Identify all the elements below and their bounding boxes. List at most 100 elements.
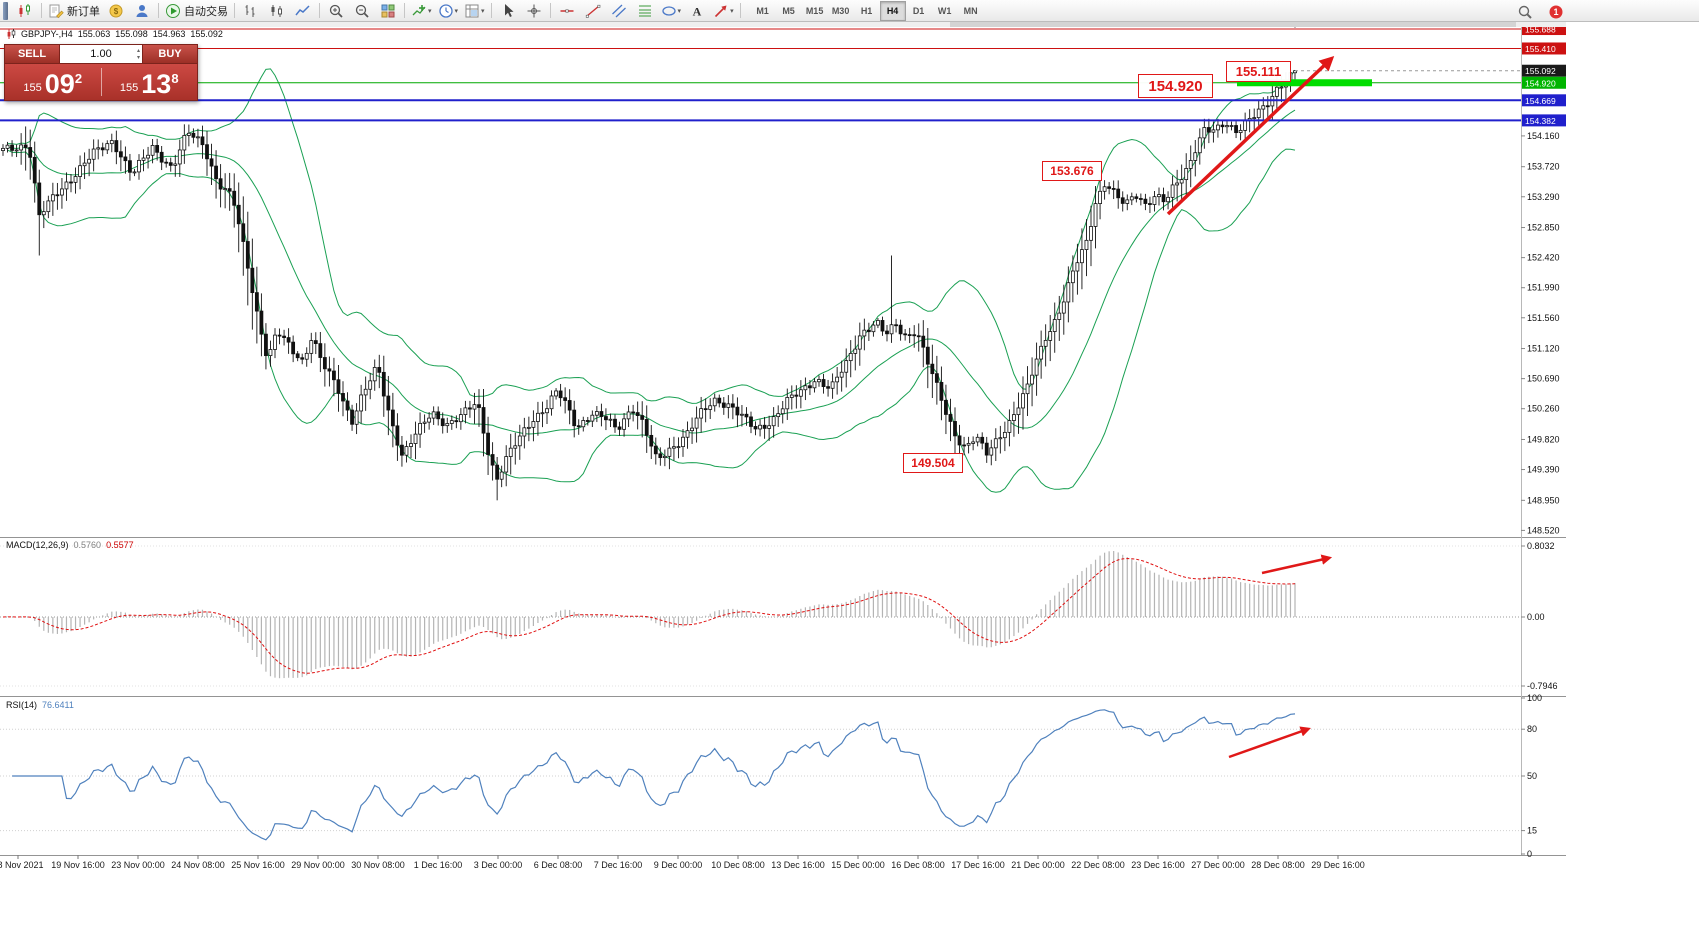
text-button[interactable]: A bbox=[684, 0, 710, 22]
buy-button[interactable]: BUY bbox=[142, 44, 198, 64]
price-label-149504[interactable]: 149.504 bbox=[903, 453, 963, 473]
time-axis-label: 17 Dec 16:00 bbox=[951, 860, 1005, 870]
trend-arrow-rsi[interactable] bbox=[1228, 726, 1311, 759]
price-label-155111[interactable]: 155.111 bbox=[1226, 61, 1291, 82]
toolbar-right: 1 bbox=[1512, 1, 1569, 23]
zoom-out-button[interactable] bbox=[349, 0, 375, 22]
bar-chart-button[interactable] bbox=[238, 0, 264, 22]
price-marker-box bbox=[1522, 42, 1566, 55]
rsi-axis: 100 80 50 15 0 bbox=[1521, 693, 1542, 859]
price-scale-label: 148.950 bbox=[1527, 495, 1560, 505]
svg-text:15: 15 bbox=[1527, 826, 1537, 836]
rsi-line bbox=[12, 709, 1296, 841]
timeframe-m5[interactable]: M5 bbox=[782, 5, 795, 16]
price-marker-value: 154.920 bbox=[1525, 78, 1556, 88]
arrows-button[interactable]: ▾ bbox=[710, 0, 737, 22]
price-scale-label: 150.690 bbox=[1527, 374, 1560, 384]
search-button[interactable] bbox=[1512, 1, 1538, 23]
time-axis[interactable]: 18 Nov 2021 19 Nov 16:00 23 Nov 00:00 24 No… bbox=[0, 855, 1365, 870]
timeframe-h1[interactable]: H1 bbox=[860, 5, 873, 16]
buy-price[interactable]: 155 13 8 bbox=[102, 64, 198, 100]
chevron-down-icon: ▾ bbox=[454, 7, 459, 15]
timeframe-mn[interactable]: MN bbox=[963, 5, 978, 16]
spinner-down-icon[interactable]: ▾ bbox=[136, 55, 140, 61]
ohlc-high: 155.098 bbox=[115, 29, 148, 39]
chart-area: 154.160 153.720 153.290 152.850 152.420 151.9… bbox=[0, 22, 1699, 942]
candle-chart-button[interactable] bbox=[264, 0, 290, 22]
fibonacci-icon bbox=[637, 3, 653, 19]
spinner-up-icon[interactable]: ▴ bbox=[136, 48, 140, 54]
rsi-value: 76.6411 bbox=[42, 700, 74, 710]
volume-value[interactable]: 1.00 bbox=[90, 48, 112, 60]
sell-price-base: 155 bbox=[23, 82, 42, 94]
market-watch-button[interactable]: $ bbox=[103, 0, 129, 22]
notifications-badge-icon: 1 bbox=[1548, 4, 1564, 20]
rsi-label: RSI(14) 76.6411 bbox=[6, 700, 74, 710]
price-marker-value: 155.410 bbox=[1525, 44, 1556, 54]
time-axis-label: 21 Dec 00:00 bbox=[1011, 860, 1065, 870]
channel-icon bbox=[611, 3, 627, 19]
periods-button[interactable]: ▾ bbox=[435, 0, 462, 22]
ohlc-low: 154.963 bbox=[152, 29, 186, 39]
trend-arrow-macd[interactable] bbox=[1261, 554, 1333, 575]
volume-spinner-arrows[interactable]: ▴ ▾ bbox=[137, 48, 140, 62]
hline-button[interactable] bbox=[554, 0, 580, 22]
search-button-icon bbox=[1517, 4, 1533, 20]
timeframe-d1[interactable]: D1 bbox=[912, 5, 925, 16]
trendline-button[interactable] bbox=[580, 0, 606, 22]
templates-button[interactable]: ▾ bbox=[461, 0, 488, 22]
price-scale-label: 154.160 bbox=[1527, 131, 1560, 141]
timeframe-w1[interactable]: W1 bbox=[937, 5, 952, 16]
new-order-button[interactable]: 新订单 bbox=[45, 0, 103, 22]
macd-signal-value: 0.5577 bbox=[106, 540, 134, 550]
indicator-level-lines bbox=[0, 545, 1521, 832]
time-axis-label: 28 Dec 08:00 bbox=[1251, 860, 1305, 870]
timeframe-h4[interactable]: H4 bbox=[879, 0, 906, 21]
toolbar: 新订单 $ 自动交易 ▾ ▾ ▾ ▾ A ▾ M1 M5 M15 M30 H1 H4 D1 W1 MN 1 bbox=[0, 0, 1699, 22]
cursor-button[interactable] bbox=[495, 0, 521, 22]
indicators-button[interactable]: ▾ bbox=[408, 0, 435, 22]
price-marker-value: 154.669 bbox=[1525, 96, 1556, 106]
shapes-button[interactable]: ▾ bbox=[658, 0, 685, 22]
data-window-button[interactable] bbox=[129, 0, 155, 22]
ohlc-open: 155.063 bbox=[77, 29, 111, 39]
bar-chart-icon bbox=[243, 3, 259, 19]
bollinger-middle bbox=[7, 109, 1296, 435]
timeframe-m15[interactable]: M15 bbox=[805, 5, 824, 16]
chevron-down-icon: ▾ bbox=[677, 7, 682, 15]
trend-arrow-price[interactable] bbox=[1166, 55, 1335, 216]
templates-icon bbox=[464, 3, 480, 19]
timeframe-m30[interactable]: M30 bbox=[831, 5, 850, 16]
price-label-153676[interactable]: 153.676 bbox=[1042, 161, 1102, 181]
notifications-badge[interactable]: 1 bbox=[1543, 1, 1569, 23]
zoom-in-button[interactable] bbox=[323, 0, 349, 22]
buy-price-base: 155 bbox=[119, 82, 139, 94]
macd-label: MACD(12,26,9) 0.5760 0.5577 bbox=[6, 540, 134, 550]
line-chart-button[interactable] bbox=[290, 0, 316, 22]
channel-button[interactable] bbox=[606, 0, 632, 22]
crosshair-button[interactable] bbox=[521, 0, 547, 22]
tile-windows-button[interactable] bbox=[375, 0, 401, 22]
hscrollbar-handle[interactable] bbox=[950, 22, 1516, 27]
price-marker-box bbox=[1522, 64, 1566, 77]
line-chart-icon bbox=[295, 3, 311, 19]
toolbar-drag-handle[interactable] bbox=[3, 1, 8, 20]
chart-hscrollbar[interactable] bbox=[0, 22, 1566, 27]
sell-button[interactable]: SELL bbox=[4, 44, 60, 64]
sell-price[interactable]: 155 09 2 bbox=[5, 64, 101, 100]
price-scale-label: 153.290 bbox=[1527, 192, 1560, 202]
timeframe-m1[interactable]: M1 bbox=[756, 5, 769, 16]
chart-canvas[interactable]: 154.160 153.720 153.290 152.850 152.420 151.9… bbox=[0, 22, 1699, 942]
sell-price-pips: 09 bbox=[44, 69, 75, 99]
price-marker-value: 155.092 bbox=[1525, 66, 1556, 76]
ohlc-close: 155.092 bbox=[190, 29, 223, 39]
fibonacci-button[interactable] bbox=[632, 0, 658, 22]
volume-stepper[interactable]: 1.00 ▴ ▾ bbox=[60, 44, 142, 64]
autotrade-button[interactable]: 自动交易 bbox=[162, 0, 231, 22]
price-label-154920[interactable]: 154.920 bbox=[1138, 74, 1213, 98]
chart-window-button[interactable] bbox=[12, 0, 38, 22]
symbol-ohlc-header: GBPJPY-,H4 155.063 155.098 154.963 155.0… bbox=[6, 29, 223, 39]
price-scale[interactable]: 154.160 153.720 153.290 152.850 152.420 151.9… bbox=[1521, 23, 1566, 535]
price-marker-box bbox=[1522, 114, 1566, 127]
time-axis-label: 18 Nov 2021 bbox=[0, 860, 44, 870]
